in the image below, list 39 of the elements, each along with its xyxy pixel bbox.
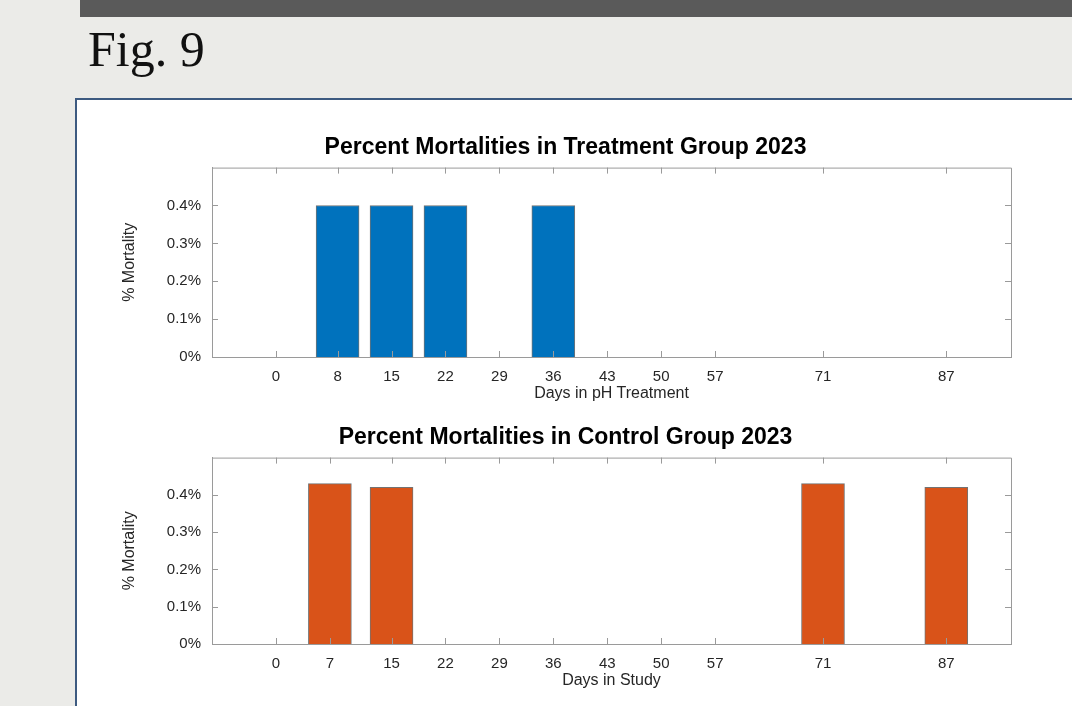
x-tick-label: 29 — [491, 654, 508, 672]
y-axis-title: % Mortality — [120, 511, 138, 591]
y-tick-label: 0.2% — [166, 559, 201, 577]
x-tick-label: 7 — [325, 654, 335, 672]
x-tick-label: 50 — [652, 367, 670, 385]
x-tick-label: 36 — [544, 367, 562, 385]
y-axis-title: % Mortality — [120, 222, 138, 302]
x-tick-label: 22 — [437, 367, 454, 385]
x-tick-label: 36 — [544, 654, 562, 672]
x-tick-label: 57 — [706, 654, 724, 672]
x-axis-title: Days in Study — [562, 670, 661, 688]
y-tick-label: 0% — [179, 347, 201, 365]
y-tick-label: 0.4% — [166, 485, 201, 503]
x-tick-label: 71 — [814, 367, 832, 385]
x-tick-label: 57 — [706, 367, 724, 385]
x-tick-label: 87 — [937, 367, 955, 385]
chart-title: Percent Mortalities in Control Group 2023 — [338, 423, 793, 450]
x-tick-label: 29 — [491, 367, 508, 385]
x-tick-label: 8 — [333, 367, 342, 385]
x-tick-label: 0 — [271, 654, 281, 672]
y-tick-label: 0.3% — [166, 522, 201, 540]
caption: Fig. 9 — [88, 20, 205, 78]
y-tick-label: 0.1% — [166, 309, 201, 327]
x-tick-label: 43 — [598, 367, 616, 385]
chart-title: Percent Mortalities in Treatment Group 2023 — [324, 133, 807, 160]
y-tick-label: 0% — [179, 634, 201, 652]
x-tick-label: 50 — [652, 654, 670, 672]
y-tick-label: 0.1% — [166, 596, 201, 614]
x-tick-label: 15 — [383, 654, 400, 672]
x-tick-label: 43 — [598, 654, 616, 672]
y-tick-label: 0.4% — [166, 195, 201, 213]
x-tick-label: 15 — [383, 367, 400, 385]
x-tick-label: 0 — [271, 367, 281, 385]
x-tick-label: 71 — [814, 654, 832, 672]
y-tick-label: 0.2% — [166, 271, 201, 289]
x-tick-label: 87 — [937, 654, 955, 672]
y-tick-label: 0.3% — [166, 233, 201, 251]
x-axis-title: Days in pH Treatment — [534, 383, 690, 401]
x-tick-label: 22 — [437, 654, 454, 672]
